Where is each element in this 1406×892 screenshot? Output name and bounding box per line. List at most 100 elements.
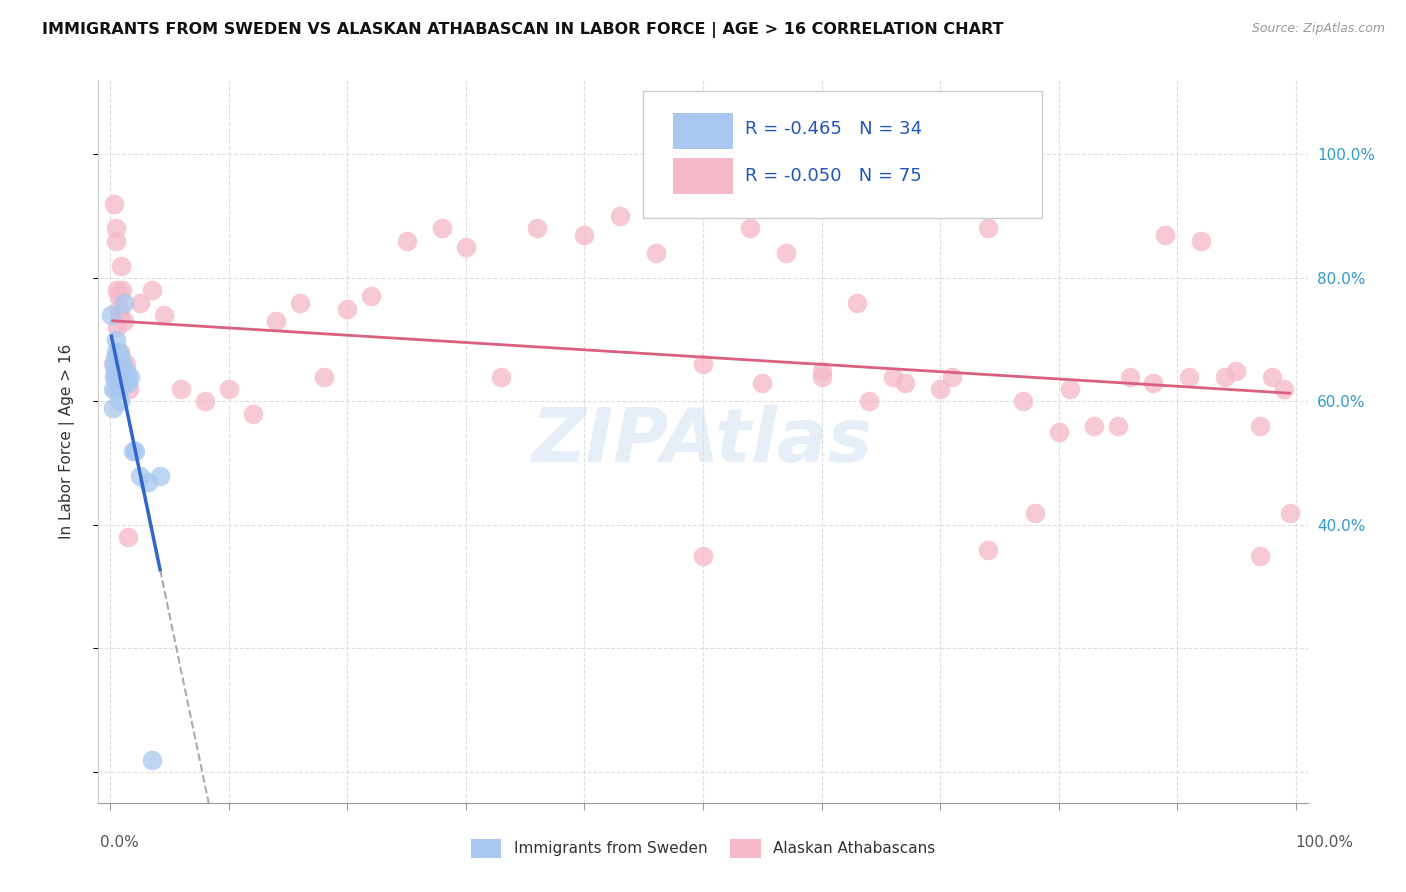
- Point: [882, 369, 904, 384]
- Point: [105, 345, 128, 359]
- Text: IMMIGRANTS FROM SWEDEN VS ALASKAN ATHABASCAN IN LABOR FORCE | AGE > 16 CORRELATI: IMMIGRANTS FROM SWEDEN VS ALASKAN ATHABA…: [42, 22, 1004, 38]
- Point: [149, 468, 172, 483]
- Point: [1119, 369, 1142, 384]
- Point: [574, 227, 596, 242]
- Point: [111, 357, 134, 371]
- Point: [1024, 506, 1046, 520]
- Point: [112, 376, 135, 390]
- Point: [1278, 506, 1301, 520]
- Text: 0.0%: 0.0%: [100, 836, 139, 850]
- Point: [1012, 394, 1035, 409]
- Point: [107, 382, 129, 396]
- Bar: [673, 158, 734, 194]
- Point: [644, 246, 666, 260]
- Point: [107, 345, 129, 359]
- Point: [101, 357, 124, 371]
- Point: [775, 246, 797, 260]
- Point: [117, 376, 139, 390]
- Point: [1047, 425, 1070, 440]
- Point: [115, 369, 138, 384]
- Point: [111, 283, 134, 297]
- Point: [107, 289, 129, 303]
- Point: [110, 351, 132, 366]
- Point: [111, 363, 134, 377]
- Point: [105, 363, 128, 377]
- Point: [112, 357, 135, 371]
- Point: [810, 369, 832, 384]
- Point: [104, 351, 127, 366]
- Point: [288, 295, 311, 310]
- Point: [136, 475, 159, 489]
- Point: [941, 369, 963, 384]
- Point: [121, 443, 143, 458]
- Point: [104, 382, 127, 396]
- Point: [976, 542, 998, 557]
- Point: [751, 376, 773, 390]
- Text: 100.0%: 100.0%: [1295, 836, 1354, 850]
- Point: [108, 394, 131, 409]
- Point: [105, 357, 128, 371]
- Point: [526, 221, 548, 235]
- Point: [1178, 369, 1201, 384]
- Point: [129, 295, 152, 310]
- Point: [103, 196, 125, 211]
- Point: [1213, 369, 1236, 384]
- Point: [976, 221, 998, 235]
- Point: [114, 314, 136, 328]
- Point: [893, 376, 915, 390]
- Point: [124, 443, 146, 458]
- Point: [1059, 382, 1081, 396]
- Point: [129, 468, 152, 483]
- Point: [312, 369, 335, 384]
- Point: [491, 369, 513, 384]
- Point: [242, 407, 264, 421]
- Point: [692, 549, 714, 563]
- Point: [104, 363, 127, 377]
- Point: [105, 283, 128, 297]
- Point: [692, 357, 714, 371]
- Point: [432, 221, 454, 235]
- Point: [194, 394, 217, 409]
- Point: [120, 369, 142, 384]
- Point: [740, 221, 762, 235]
- Point: [1142, 376, 1164, 390]
- Legend: Immigrants from Sweden, Alaskan Athabascans: Immigrants from Sweden, Alaskan Athabasc…: [465, 833, 941, 863]
- Point: [395, 234, 418, 248]
- Point: [846, 295, 869, 310]
- Point: [104, 369, 127, 384]
- Point: [105, 357, 128, 371]
- Point: [110, 259, 132, 273]
- Point: [1154, 227, 1177, 242]
- Point: [111, 369, 134, 384]
- Point: [118, 382, 141, 396]
- Y-axis label: In Labor Force | Age > 16: In Labor Force | Age > 16: [59, 344, 75, 539]
- Point: [858, 394, 880, 409]
- Point: [105, 234, 128, 248]
- FancyBboxPatch shape: [643, 91, 1042, 218]
- Text: R = -0.050   N = 75: R = -0.050 N = 75: [745, 167, 922, 185]
- Point: [170, 382, 193, 396]
- Point: [810, 363, 832, 377]
- Point: [107, 363, 129, 377]
- Point: [103, 357, 125, 371]
- Point: [1249, 419, 1271, 434]
- Point: [1083, 419, 1105, 434]
- Point: [108, 369, 131, 384]
- Point: [114, 363, 136, 377]
- Point: [108, 308, 131, 322]
- Point: [105, 376, 128, 390]
- Point: [929, 382, 952, 396]
- Point: [105, 221, 128, 235]
- Point: [1225, 363, 1247, 377]
- Text: Source: ZipAtlas.com: Source: ZipAtlas.com: [1251, 22, 1385, 36]
- Point: [107, 301, 129, 316]
- Point: [360, 289, 382, 303]
- Point: [114, 295, 136, 310]
- Point: [454, 240, 477, 254]
- Point: [101, 401, 124, 415]
- Point: [1189, 234, 1212, 248]
- Point: [141, 753, 163, 767]
- Point: [141, 283, 163, 297]
- Point: [114, 357, 136, 371]
- Point: [218, 382, 240, 396]
